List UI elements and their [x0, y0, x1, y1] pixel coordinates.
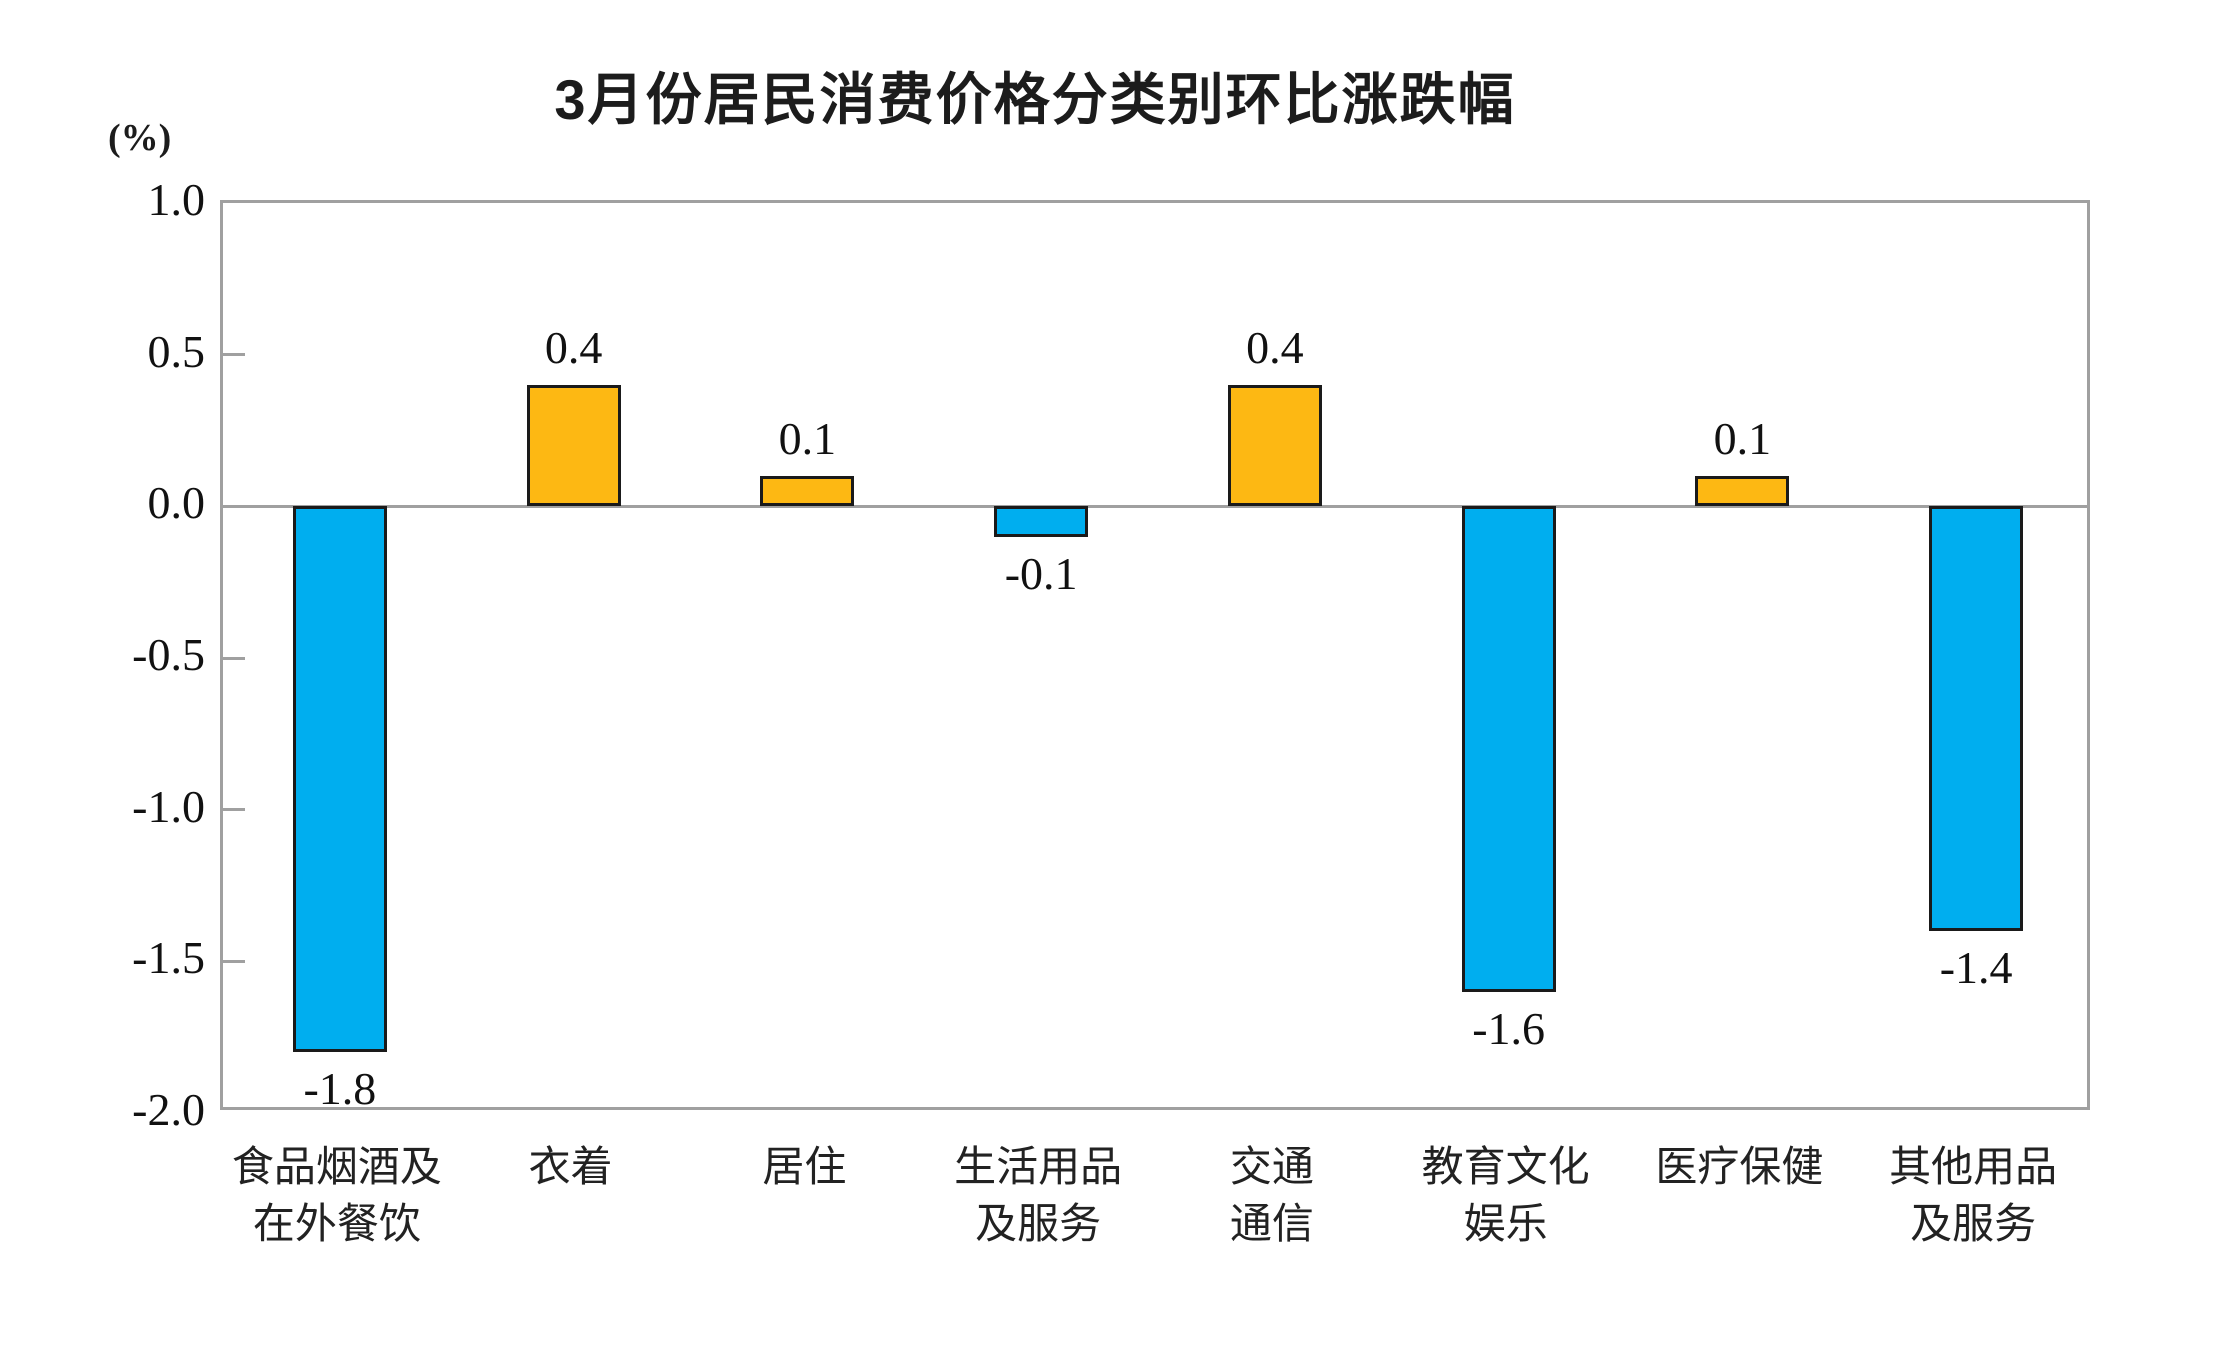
bar-value-label: -0.1 [1004, 547, 1078, 599]
category-label: 生活用品 及服务 [954, 1145, 1123, 1248]
bar-value-label: 0.4 [544, 322, 603, 373]
category-label: 交通 通信 [1229, 1145, 1314, 1248]
y-axis-tick-label: -1.5 [132, 932, 205, 984]
y-axis-tick-label: -1.0 [132, 780, 205, 832]
bar-value-label: 0.4 [1246, 322, 1304, 373]
y-axis-tick-label: -2.0 [132, 1084, 205, 1135]
bar-value-label: -1.4 [1939, 942, 2013, 993]
y-axis-tick-label: 0.5 [147, 325, 206, 377]
bar-value-label: -1.6 [1472, 1002, 1546, 1054]
y-axis-tick-label: -0.5 [132, 629, 205, 680]
bar-1 [526, 385, 621, 507]
category-label: 医疗保健 [1655, 1145, 1824, 1191]
bar-5 [1461, 506, 1556, 992]
bar-value-label: -1.8 [303, 1063, 377, 1115]
y-axis-tick [223, 808, 245, 812]
y-axis-tick [223, 353, 245, 357]
y-axis-tick-label: 1.0 [147, 174, 206, 225]
bar-4 [1227, 385, 1322, 507]
bar-value-label: 0.1 [778, 413, 837, 464]
bar-6 [1695, 476, 1790, 507]
category-label: 居住 [762, 1145, 847, 1191]
bar-3 [994, 506, 1089, 537]
y-axis-tick-label: 0.0 [147, 477, 206, 529]
zero-axis-line [223, 504, 2087, 508]
chart-title: 3月份居民消费价格分类别环比涨跌幅 [554, 68, 1516, 131]
bar-value-label: 0.1 [1713, 413, 1772, 464]
category-label: 其他用品 及服务 [1889, 1145, 2058, 1248]
bar-2 [760, 476, 855, 507]
category-label: 食品烟酒及 在外餐饮 [231, 1145, 442, 1248]
bar-0 [292, 506, 387, 1053]
category-label: 衣着 [528, 1145, 613, 1191]
y-axis-tick [223, 959, 245, 963]
y-axis-tick [223, 656, 245, 660]
category-label: 教育文化 娱乐 [1421, 1145, 1590, 1248]
plot-area: -1.8 0.4 0.1 -0.1 0.4 -1.6 0.1 -1.4 [220, 200, 2090, 1114]
bar-7 [1929, 506, 2024, 931]
y-axis-unit-label: (%) [108, 117, 172, 159]
